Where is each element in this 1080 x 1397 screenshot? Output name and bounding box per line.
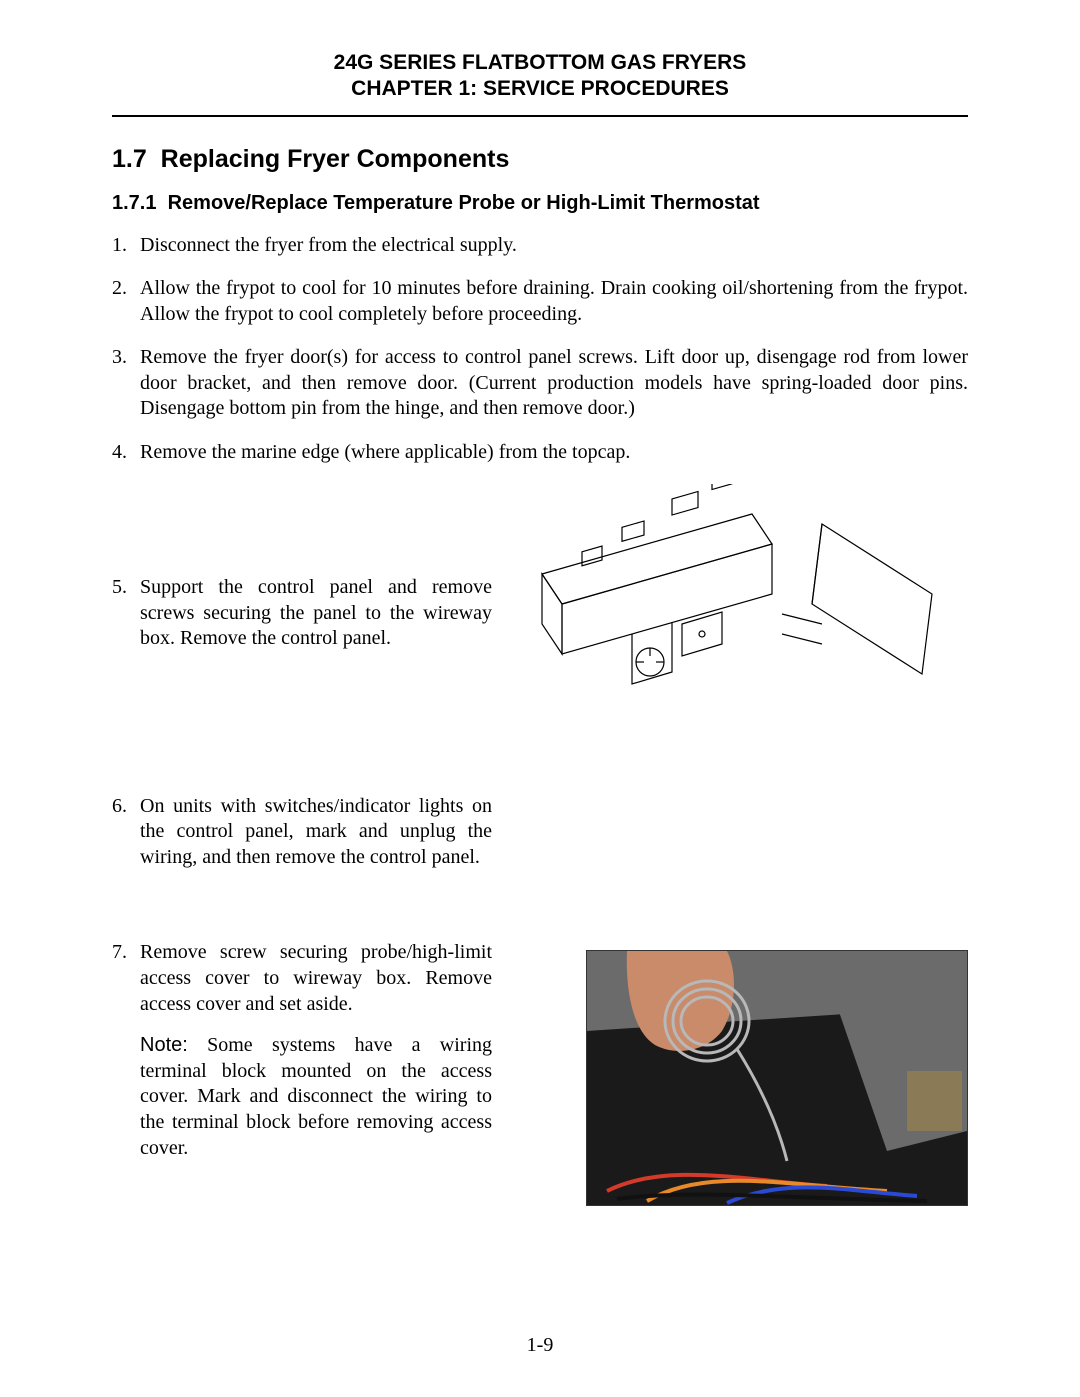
- page: 24G SERIES FLATBOTTOM GAS FRYERS CHAPTER…: [0, 0, 1080, 1397]
- step-4: 4. Remove the marine edge (where applica…: [112, 440, 968, 466]
- step-3: 3. Remove the fryer door(s) for access t…: [112, 345, 968, 422]
- note-label: Note:: [140, 1034, 188, 1056]
- page-header: 24G SERIES FLATBOTTOM GAS FRYERS CHAPTER…: [112, 50, 968, 103]
- header-line-2: CHAPTER 1: SERVICE PROCEDURES: [112, 76, 968, 102]
- subsection-number: 1.7.1: [112, 192, 156, 214]
- step-number: 4.: [112, 440, 140, 466]
- step-text: Support the control panel and remove scr…: [140, 575, 492, 652]
- step-1: 1. Disconnect the fryer from the electri…: [112, 233, 968, 259]
- step-number: 7.: [112, 940, 140, 1017]
- panel-diagram-icon: [522, 484, 942, 744]
- step-number: 2.: [112, 276, 140, 327]
- page-footer: 1-9: [0, 1334, 1080, 1357]
- step-text: On units with switches/indicator lights …: [140, 794, 492, 871]
- step-5-row: 5. Support the control panel and remove …: [112, 484, 968, 744]
- step-7: 7. Remove screw securing probe/high-limi…: [112, 940, 492, 1017]
- step-text: Allow the frypot to cool for 10 minutes …: [140, 276, 968, 327]
- step-2: 2. Allow the frypot to cool for 10 minut…: [112, 276, 968, 327]
- note-text: Note: Some systems have a wiring termina…: [140, 1033, 492, 1161]
- step-number: 1.: [112, 233, 140, 259]
- step-7-note: Note: Some systems have a wiring termina…: [112, 1033, 492, 1161]
- step-text: Remove screw securing probe/high-limit a…: [140, 940, 492, 1017]
- access-cover-photo-icon: [587, 951, 967, 1205]
- step-number: 3.: [112, 345, 140, 422]
- header-line-1: 24G SERIES FLATBOTTOM GAS FRYERS: [112, 50, 968, 76]
- section-title: Replacing Fryer Components: [161, 145, 510, 173]
- step-number: 6.: [112, 794, 140, 871]
- access-cover-photo: [586, 950, 968, 1206]
- panel-diagram-figure: [522, 484, 942, 744]
- section-heading: 1.7 Replacing Fryer Components: [112, 145, 968, 174]
- step-6-row: 6. On units with switches/indicator ligh…: [112, 794, 968, 871]
- step-5: 5. Support the control panel and remove …: [112, 575, 492, 652]
- step-7-row: 7. Remove screw securing probe/high-limi…: [112, 940, 968, 1206]
- subsection-title: Remove/Replace Temperature Probe or High…: [168, 192, 760, 214]
- note-body: Some systems have a wiring terminal bloc…: [140, 1034, 492, 1158]
- section-number: 1.7: [112, 145, 147, 173]
- step-number: 5.: [112, 575, 140, 652]
- step-6: 6. On units with switches/indicator ligh…: [112, 794, 492, 871]
- step-text: Remove the marine edge (where applicable…: [140, 440, 968, 466]
- header-rule: [112, 115, 968, 117]
- step-text: Disconnect the fryer from the electrical…: [140, 233, 968, 259]
- subsection-heading: 1.7.1 Remove/Replace Temperature Probe o…: [112, 192, 968, 215]
- step-text: Remove the fryer door(s) for access to c…: [140, 345, 968, 422]
- page-number: 1-9: [527, 1334, 554, 1356]
